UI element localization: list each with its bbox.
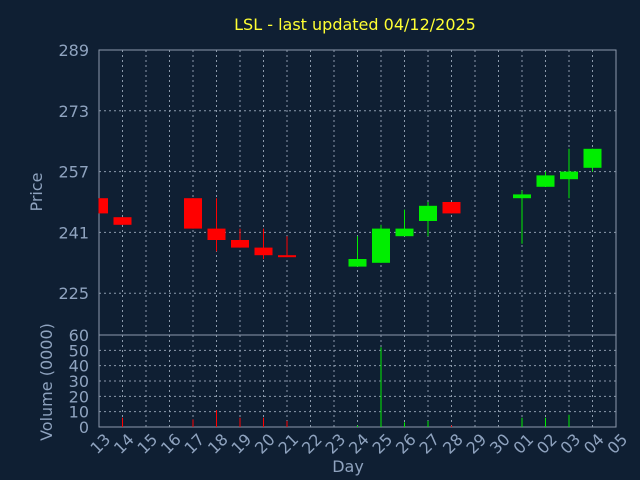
- price-panel-frame: [98, 49, 617, 336]
- candle-body: [254, 247, 273, 256]
- candle-body: [513, 194, 531, 199]
- x-axis: 1314151617181920212223242526272829300102…: [86, 430, 631, 458]
- candle-body: [395, 228, 414, 237]
- volume-tick-label: 20: [69, 387, 89, 406]
- candle-body: [560, 171, 578, 180]
- price-panel: 289 273 257 241 225: [58, 41, 617, 336]
- volume-tick-label: 40: [69, 357, 89, 376]
- volume-tick-label: 10: [69, 403, 89, 422]
- candle-body: [536, 175, 555, 187]
- volume-tick-label: 50: [69, 341, 89, 360]
- x-tick-label: 05: [603, 430, 631, 458]
- candle-body: [419, 205, 437, 221]
- chart-title: LSL - last updated 04/12/2025: [234, 15, 476, 34]
- volume-tick-label: 0: [79, 418, 89, 437]
- candle-body: [278, 255, 296, 258]
- price-tick-label: 241: [58, 223, 89, 242]
- price-tick-label: 289: [58, 41, 89, 60]
- candle-body: [348, 259, 367, 267]
- x-axis-label: Day: [332, 457, 364, 476]
- volume-tick-label: 30: [69, 372, 89, 391]
- price-axis-label: Price: [27, 172, 46, 211]
- price-tick-label: 257: [58, 163, 89, 182]
- candle-body: [583, 148, 602, 168]
- candle-body: [207, 228, 226, 240]
- volume-tick-label: 60: [69, 326, 89, 345]
- candle-body: [372, 228, 390, 263]
- candle-body: [442, 202, 461, 214]
- candle-body: [184, 198, 202, 229]
- candle-body: [231, 240, 249, 248]
- volume-axis-label: Volume (0000): [37, 323, 56, 441]
- candle-body: [113, 217, 132, 225]
- price-tick-label: 225: [58, 284, 89, 303]
- price-tick-label: 273: [58, 102, 89, 121]
- candle-body: [99, 198, 108, 214]
